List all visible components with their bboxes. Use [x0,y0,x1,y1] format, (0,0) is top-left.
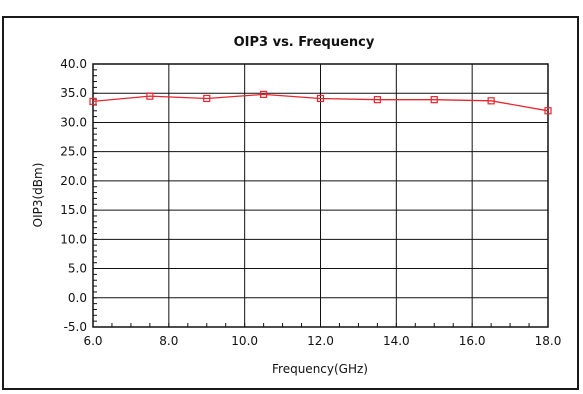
data-point-marker [89,97,97,106]
data-point-marker [430,96,438,104]
x-tick-label: 10.0 [231,334,258,348]
y-axis-label: OIP3(dBm) [31,163,45,228]
data-point-marker [544,107,552,115]
y-tick-label: 15.0 [60,203,87,217]
x-tick-label: 6.0 [83,334,102,348]
y-tick-label: 10.0 [60,232,87,246]
y-tick-label: -5.0 [64,320,87,334]
minor-ticks-layer [92,63,549,328]
x-axis-label: Frequency(GHz) [272,362,368,376]
y-tick-label: 40.0 [60,57,87,71]
y-tick-label: 0.0 [68,291,87,305]
x-tick-label: 12.0 [307,334,334,348]
x-tick-label: 18.0 [535,334,562,348]
data-point-marker [146,92,154,100]
data-point-marker [260,90,268,98]
y-tick-label: 25.0 [60,145,87,159]
y-tick-label: 20.0 [60,174,87,188]
x-tick-label: 14.0 [383,334,410,348]
x-tick-labels: 6.0 8.0 10.0 12.0 14.0 16.0 18.0 [83,334,561,348]
y-tick-labels: 40.0 35.0 30.0 25.0 20.0 15.0 10.0 5.0 0.0 -5.0 [60,57,87,334]
x-tick-label: 8.0 [159,334,178,348]
data-point-marker [487,97,495,105]
y-tick-label: 5.0 [68,262,87,276]
data-point-marker [373,96,381,104]
y-tick-label: 30.0 [60,115,87,129]
y-tick-label: 35.0 [60,86,87,100]
grid-layer [92,63,549,328]
x-tick-label: 16.0 [459,334,486,348]
data-point-marker [316,94,325,103]
data-point-marker [203,94,211,103]
series-line [92,93,549,112]
series-layer [89,90,552,115]
chart-title: OIP3 vs. Frequency [234,35,375,50]
